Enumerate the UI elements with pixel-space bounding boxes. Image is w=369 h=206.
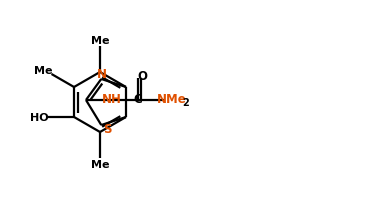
Text: Me: Me	[34, 66, 53, 76]
Text: HO: HO	[30, 112, 48, 122]
Text: O: O	[137, 70, 147, 83]
Text: 2: 2	[183, 97, 189, 108]
Text: Me: Me	[91, 36, 109, 46]
Text: Me: Me	[91, 159, 109, 169]
Text: NH: NH	[102, 93, 122, 106]
Text: N: N	[97, 68, 107, 81]
Text: C: C	[134, 93, 142, 106]
Text: S: S	[103, 122, 111, 135]
Text: NMe: NMe	[157, 93, 187, 106]
